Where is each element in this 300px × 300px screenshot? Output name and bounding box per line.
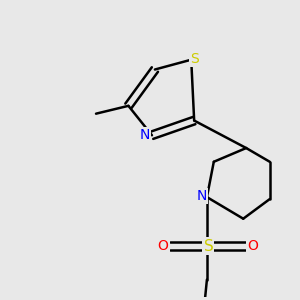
Text: O: O <box>158 239 169 253</box>
Text: N: N <box>140 128 150 142</box>
Text: S: S <box>203 239 213 254</box>
Text: S: S <box>190 52 199 66</box>
Text: O: O <box>247 239 258 253</box>
Text: N: N <box>196 189 207 202</box>
